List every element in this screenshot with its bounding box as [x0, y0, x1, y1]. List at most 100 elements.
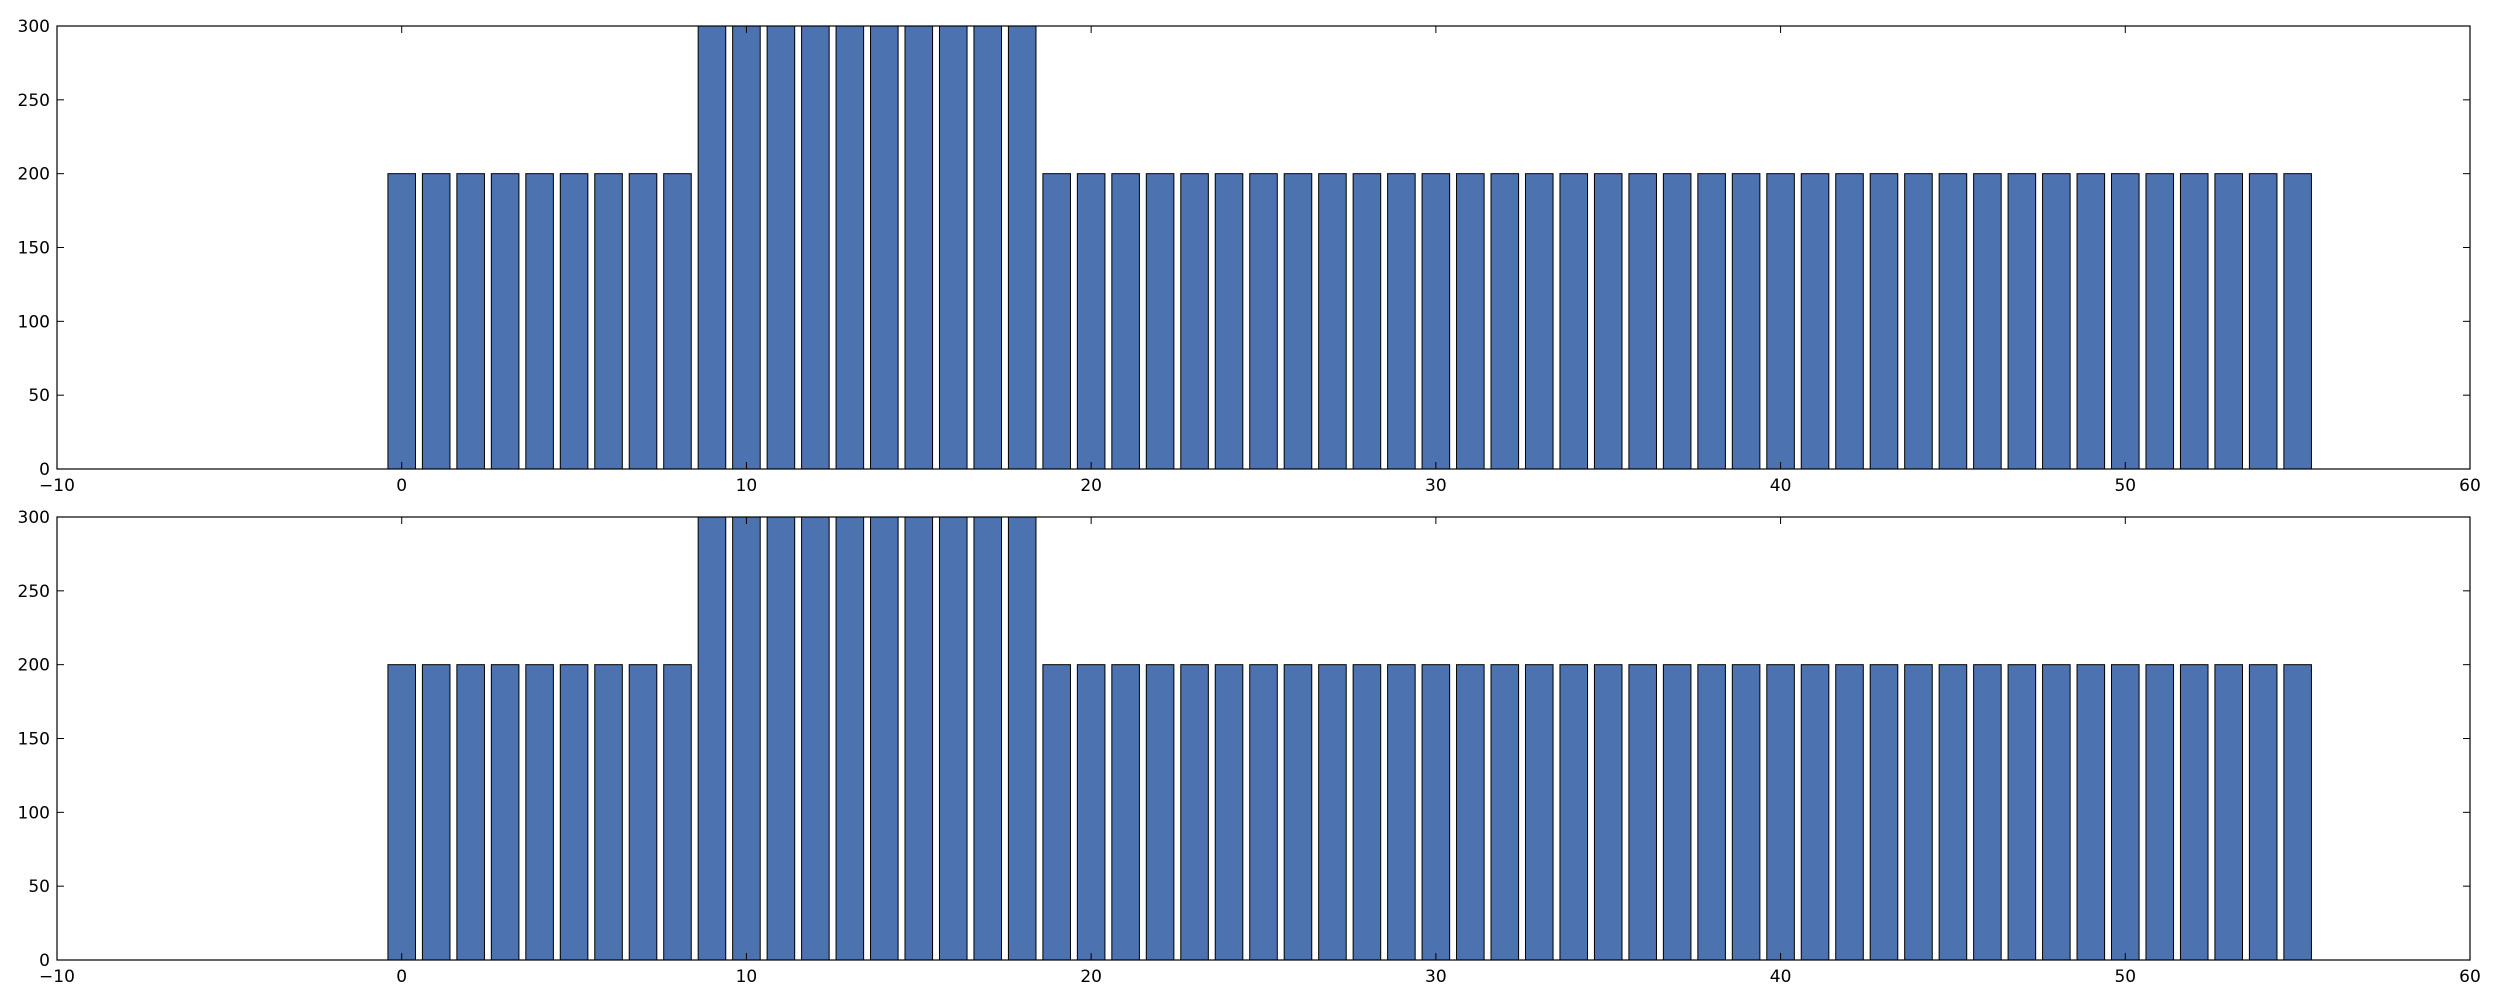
bar: [1835, 664, 1864, 961]
x-tick-label: 50: [2114, 476, 2136, 496]
bar: [1180, 173, 1209, 470]
bar: [594, 173, 623, 470]
bar: [2283, 173, 2312, 470]
bar: [1731, 664, 1761, 961]
y-tick-label: 50: [28, 386, 50, 406]
bar: [2214, 173, 2243, 470]
bar: [1766, 664, 1795, 961]
bar: [525, 664, 554, 961]
bar: [1490, 173, 1520, 470]
bar: [2076, 173, 2106, 470]
bar: [1593, 664, 1623, 961]
bar: [1524, 173, 1554, 470]
bar: [1318, 664, 1347, 961]
bar: [1973, 664, 2002, 961]
bar: [1352, 173, 1382, 470]
y-tick-label: 300: [18, 508, 50, 528]
bar: [2179, 173, 2209, 470]
bar: [1904, 173, 1933, 470]
bar: [973, 516, 1003, 961]
bar: [1628, 664, 1657, 961]
bar: [663, 173, 692, 470]
bar: [2007, 173, 2037, 470]
x-tick-label: 0: [396, 967, 407, 987]
y-tick-label: 300: [18, 17, 50, 37]
bar: [938, 25, 968, 470]
bar: [490, 664, 520, 961]
bar: [2110, 664, 2140, 961]
bar: [801, 516, 830, 961]
bar: [1869, 664, 1899, 961]
bar: [1456, 664, 1485, 961]
bar: [1490, 664, 1520, 961]
bar: [732, 516, 761, 961]
bar: [1283, 173, 1313, 470]
y-tick-label: 150: [18, 239, 50, 259]
bar: [938, 516, 968, 961]
bar: [1076, 173, 1106, 470]
bar: [1835, 173, 1864, 470]
bar: [697, 516, 727, 961]
bar: [1076, 664, 1106, 961]
bar-series: [387, 516, 2312, 961]
bar: [2042, 173, 2071, 470]
bar: [870, 25, 899, 470]
bar: [801, 25, 830, 470]
bar: [1421, 173, 1451, 470]
bar: [1007, 516, 1037, 961]
bar: [2007, 664, 2037, 961]
bar: [1387, 664, 1416, 961]
y-tick-label: 0: [39, 460, 50, 480]
x-tick-label: 20: [1080, 476, 1102, 496]
y-tick-label: 50: [28, 877, 50, 897]
bar: [1111, 664, 1140, 961]
bar: [559, 664, 589, 961]
bar: [1007, 25, 1037, 470]
bar: [1387, 173, 1416, 470]
bar: [1559, 173, 1589, 470]
bar: [1456, 173, 1485, 470]
bar: [2214, 664, 2243, 961]
bar: [835, 25, 865, 470]
bar-series: [387, 25, 2312, 470]
bar: [1800, 664, 1830, 961]
x-tick-label: 0: [396, 476, 407, 496]
bar: [1042, 664, 1071, 961]
bar: [387, 664, 417, 961]
bar: [1180, 664, 1209, 961]
bar: [1938, 664, 1968, 961]
y-tick-label: 150: [18, 730, 50, 750]
y-tick-label: 100: [18, 312, 50, 332]
bar: [835, 516, 865, 961]
bar: [456, 664, 485, 961]
bar: [456, 173, 485, 470]
bar: [2283, 664, 2312, 961]
bar: [2145, 173, 2175, 470]
bar: [421, 173, 451, 470]
bar: [1559, 664, 1589, 961]
x-tick-label: 30: [1425, 476, 1447, 496]
y-tick-label: 0: [39, 951, 50, 971]
bar: [697, 25, 727, 470]
bar: [1869, 173, 1899, 470]
bar: [1042, 173, 1071, 470]
bar: [559, 173, 589, 470]
bar: [904, 25, 934, 470]
x-tick-label: 60: [2459, 476, 2481, 496]
x-tick-label: 60: [2459, 967, 2481, 987]
bar: [1214, 173, 1244, 470]
bar: [766, 25, 796, 470]
axes-frame: [56, 25, 2471, 470]
axes-frame: [56, 516, 2471, 961]
y-tick-label: 100: [18, 803, 50, 823]
x-tick-label: 10: [736, 476, 758, 496]
x-tick-label: 40: [1770, 967, 1792, 987]
bar: [2248, 173, 2278, 470]
bar: [1662, 664, 1692, 961]
bar: [2248, 664, 2278, 961]
